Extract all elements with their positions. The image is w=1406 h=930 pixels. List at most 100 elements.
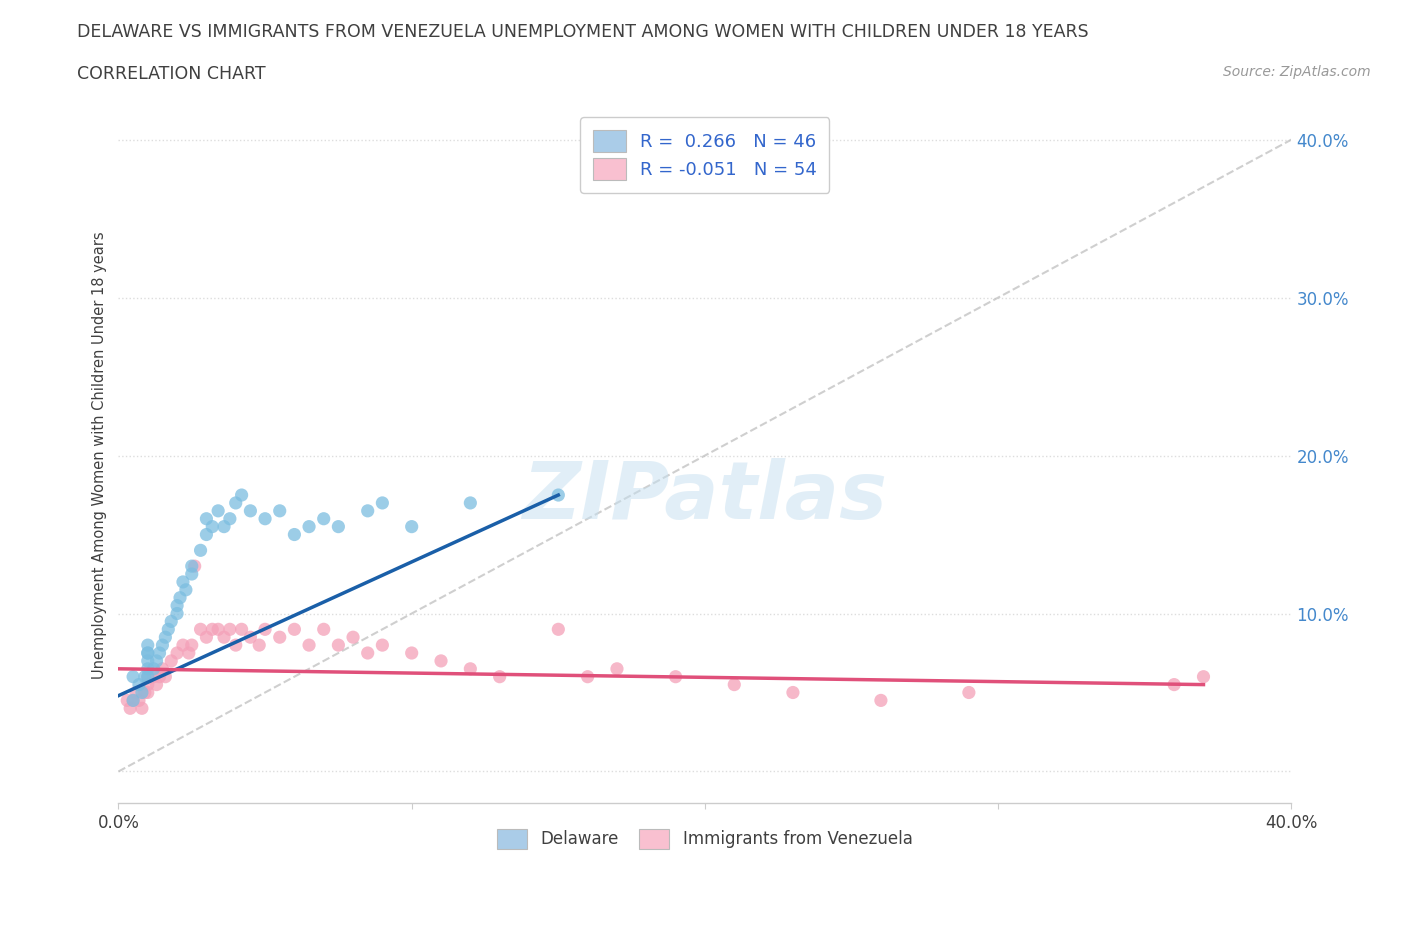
- Point: [136, 645, 159, 660]
- Point: [606, 661, 628, 676]
- Legend: Delaware, Immigrants from Venezuela: Delaware, Immigrants from Venezuela: [489, 820, 921, 857]
- Point: [231, 622, 253, 637]
- Point: [870, 693, 893, 708]
- Point: [152, 638, 174, 653]
- Point: [169, 591, 191, 605]
- Point: [269, 503, 291, 518]
- Point: [1163, 677, 1185, 692]
- Point: [180, 559, 202, 574]
- Point: [371, 638, 394, 653]
- Point: [195, 527, 218, 542]
- Point: [401, 519, 423, 534]
- Point: [239, 503, 262, 518]
- Point: [342, 630, 364, 644]
- Point: [231, 487, 253, 502]
- Point: [157, 622, 180, 637]
- Point: [145, 677, 167, 692]
- Point: [460, 496, 482, 511]
- Point: [136, 677, 159, 692]
- Point: [160, 654, 183, 669]
- Point: [136, 661, 159, 676]
- Point: [247, 638, 270, 653]
- Point: [254, 622, 277, 637]
- Point: [547, 487, 569, 502]
- Point: [218, 512, 240, 526]
- Point: [128, 693, 150, 708]
- Point: [225, 496, 247, 511]
- Point: [201, 622, 224, 637]
- Point: [371, 496, 394, 511]
- Point: [148, 670, 170, 684]
- Point: [576, 670, 599, 684]
- Text: DELAWARE VS IMMIGRANTS FROM VENEZUELA UNEMPLOYMENT AMONG WOMEN WITH CHILDREN UND: DELAWARE VS IMMIGRANTS FROM VENEZUELA UN…: [77, 23, 1090, 41]
- Point: [172, 638, 194, 653]
- Point: [166, 645, 188, 660]
- Point: [134, 670, 156, 684]
- Point: [136, 645, 159, 660]
- Point: [488, 670, 510, 684]
- Point: [195, 512, 218, 526]
- Point: [136, 670, 159, 684]
- Point: [131, 685, 153, 700]
- Text: Source: ZipAtlas.com: Source: ZipAtlas.com: [1223, 65, 1371, 79]
- Point: [283, 622, 305, 637]
- Point: [120, 701, 142, 716]
- Point: [125, 685, 148, 700]
- Point: [218, 622, 240, 637]
- Point: [239, 630, 262, 644]
- Point: [174, 582, 197, 597]
- Point: [142, 670, 165, 684]
- Point: [460, 661, 482, 676]
- Point: [160, 614, 183, 629]
- Point: [212, 630, 235, 644]
- Point: [201, 519, 224, 534]
- Point: [430, 654, 453, 669]
- Point: [142, 661, 165, 676]
- Point: [298, 519, 321, 534]
- Point: [145, 654, 167, 669]
- Point: [152, 661, 174, 676]
- Point: [547, 622, 569, 637]
- Point: [136, 670, 159, 684]
- Point: [357, 503, 380, 518]
- Point: [177, 645, 200, 660]
- Point: [131, 701, 153, 716]
- Point: [166, 606, 188, 621]
- Point: [166, 598, 188, 613]
- Point: [155, 670, 177, 684]
- Point: [122, 693, 145, 708]
- Point: [172, 575, 194, 590]
- Point: [195, 630, 218, 644]
- Point: [254, 512, 277, 526]
- Point: [122, 693, 145, 708]
- Point: [183, 559, 205, 574]
- Y-axis label: Unemployment Among Women with Children Under 18 years: Unemployment Among Women with Children U…: [93, 232, 107, 679]
- Point: [122, 670, 145, 684]
- Point: [148, 645, 170, 660]
- Text: CORRELATION CHART: CORRELATION CHART: [77, 65, 266, 83]
- Point: [312, 512, 335, 526]
- Point: [207, 503, 229, 518]
- Point: [134, 685, 156, 700]
- Point: [357, 645, 380, 660]
- Point: [401, 645, 423, 660]
- Point: [1192, 670, 1215, 684]
- Point: [312, 622, 335, 637]
- Point: [136, 654, 159, 669]
- Point: [155, 630, 177, 644]
- Point: [207, 622, 229, 637]
- Point: [115, 693, 138, 708]
- Text: ZIPatlas: ZIPatlas: [523, 458, 887, 537]
- Point: [283, 527, 305, 542]
- Point: [136, 685, 159, 700]
- Point: [190, 622, 212, 637]
- Point: [212, 519, 235, 534]
- Point: [136, 638, 159, 653]
- Point: [180, 566, 202, 581]
- Point: [328, 519, 350, 534]
- Point: [665, 670, 688, 684]
- Point: [328, 638, 350, 653]
- Point: [190, 543, 212, 558]
- Point: [180, 638, 202, 653]
- Point: [782, 685, 804, 700]
